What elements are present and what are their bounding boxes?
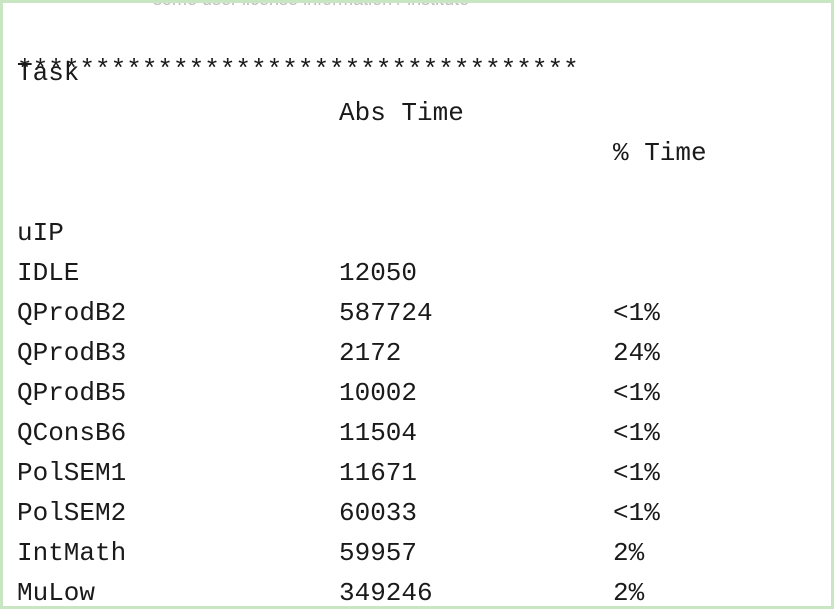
task-name: PolSEM2 [17, 498, 127, 528]
header-abs-time: Abs Time [339, 98, 464, 128]
abs-time-value: 2172 [339, 338, 402, 368]
table-row: IDLE 587724 24% [17, 213, 817, 368]
pct-time-value: 2% [613, 538, 645, 568]
table-row: QProdB2 2172 <1% [17, 253, 817, 408]
task-name: PolSEM1 [17, 458, 127, 488]
table-row: PolSEM1 60033 2% [17, 413, 817, 568]
pct-time-value: <1% [613, 298, 660, 328]
table-row: uIP 12050 <1% [17, 173, 817, 328]
table-row: GenQ 579715 24% [17, 573, 817, 606]
pct-time-value: <1% [613, 458, 660, 488]
pct-time-value: <1% [613, 498, 660, 528]
abs-time-value: 11504 [339, 418, 418, 448]
table-row: QConsB6 11671 <1% [17, 373, 817, 528]
table-header: Task Abs Time % Time [17, 13, 817, 168]
abs-time-value: 587724 [339, 298, 433, 328]
header-task: Task [17, 58, 80, 88]
abs-time-value: 10002 [339, 378, 418, 408]
pct-time-value: 24% [613, 338, 660, 368]
task-name: uIP [17, 218, 64, 248]
task-table: uIP 12050 <1% IDLE 587724 24% QProdB2 21… [17, 173, 817, 606]
table-row: QProdB3 10002 <1% [17, 293, 817, 448]
task-name: IDLE [17, 258, 80, 288]
task-name: MuLow [17, 578, 96, 608]
watermark-text: some user license information / institut… [153, 3, 469, 10]
abs-time-value: 60033 [339, 498, 418, 528]
separator-line: ************************************ [17, 55, 579, 85]
abs-time-value: 12050 [339, 258, 418, 288]
table-row: PolSEM2 59957 2% [17, 453, 817, 606]
pct-time-value: <1% [613, 418, 660, 448]
abs-time-value: 349246 [339, 578, 433, 608]
task-name: IntMath [17, 538, 127, 568]
table-row: QProdB5 11504 <1% [17, 333, 817, 488]
task-name: QProdB2 [17, 298, 127, 328]
abs-time-value: 59957 [339, 538, 418, 568]
table-row: IntMath 349246 14% [17, 493, 817, 606]
header-pct-time: % Time [613, 138, 707, 168]
task-name: QProdB5 [17, 378, 127, 408]
task-name: QProdB3 [17, 338, 127, 368]
task-name: QConsB6 [17, 418, 127, 448]
pct-time-value: 2% [613, 578, 645, 608]
pct-time-value: <1% [613, 378, 660, 408]
table-row: MuLow 36619 1% [17, 533, 817, 606]
abs-time-value: 11671 [339, 458, 418, 488]
